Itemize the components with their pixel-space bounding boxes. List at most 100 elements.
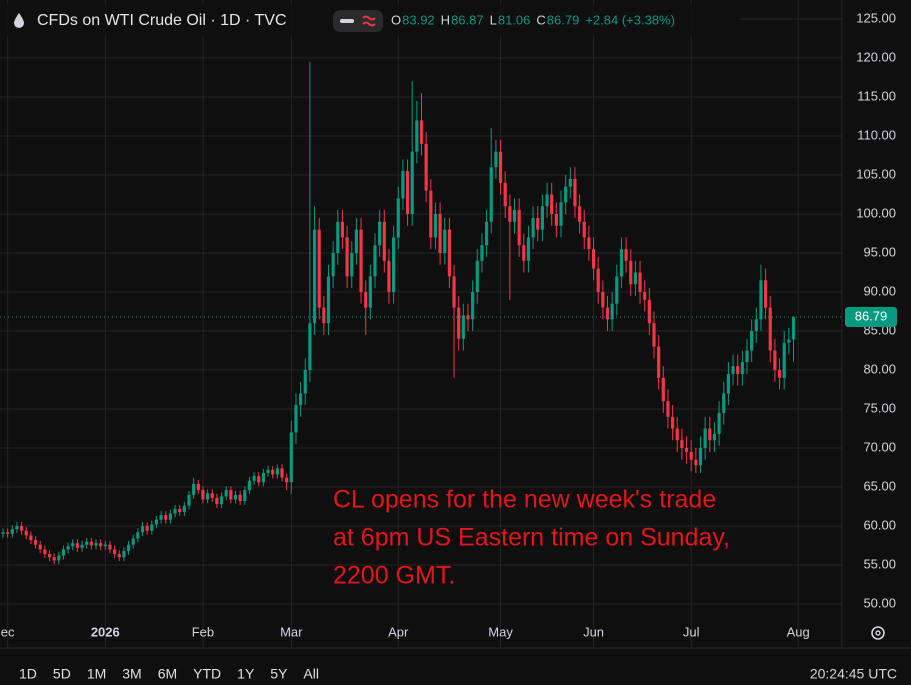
ohlc-letter: O [391, 12, 401, 27]
last-price-label: 86.79 [855, 308, 888, 323]
approx-icon [362, 15, 376, 27]
candle-body [261, 472, 265, 483]
y-tick-label: 115.00 [857, 88, 896, 103]
candle-body [405, 171, 410, 215]
candle-body [378, 221, 382, 246]
candle-body [447, 229, 451, 277]
candle-body [503, 182, 507, 207]
candle-body [168, 513, 172, 520]
candle-body [731, 366, 735, 374]
candle-body [233, 494, 238, 500]
candle-body [80, 544, 84, 548]
candle-body [619, 249, 624, 277]
candle-body [573, 178, 577, 207]
settings-icon[interactable] [871, 626, 885, 640]
range-button[interactable]: All [303, 666, 319, 682]
candle-body [206, 493, 210, 500]
range-button[interactable]: 3M [122, 666, 141, 682]
candle-body [545, 194, 549, 207]
range-button[interactable]: 5D [53, 666, 71, 682]
candle-body [615, 276, 619, 304]
candle-body [192, 483, 196, 495]
y-tick-label: 60.00 [863, 517, 896, 532]
candle-body [480, 245, 484, 261]
range-button[interactable]: 6M [158, 666, 177, 682]
change-value: +2.84 (+3.38%) [585, 12, 675, 27]
candle-body [368, 276, 372, 308]
candle-body [215, 497, 219, 505]
candle-body [182, 505, 186, 512]
candle-body [633, 272, 637, 285]
candle-body [103, 544, 107, 547]
candle-body [582, 221, 586, 238]
candle-body [415, 120, 419, 152]
indicator-toggle[interactable] [333, 10, 383, 32]
x-tick-label: Aug [787, 624, 810, 639]
range-button[interactable]: 1M [87, 666, 106, 682]
candle-body [550, 194, 554, 215]
candle-body [271, 469, 275, 475]
range-button[interactable]: 1Y [237, 666, 255, 682]
candle-body [387, 260, 391, 293]
minus-icon [340, 19, 354, 23]
candle-body [740, 362, 744, 374]
range-button[interactable]: YTD [193, 666, 221, 682]
x-tick-label: May [488, 624, 513, 639]
candle-body [6, 532, 10, 534]
candle-body [336, 221, 340, 254]
candle-body [219, 496, 224, 505]
ohlc-value: 86.87 [451, 12, 484, 27]
candle-body [94, 543, 98, 546]
candle-body [210, 493, 214, 498]
y-tick-label: 50.00 [863, 595, 896, 610]
candle-body [601, 292, 605, 308]
candle-body [61, 549, 66, 556]
candle-body [252, 476, 256, 481]
candle-body [20, 526, 24, 531]
y-tick-label: 65.00 [863, 478, 896, 493]
candle-body [698, 448, 703, 466]
candle-body [661, 377, 665, 402]
x-tick-label: Apr [388, 624, 409, 639]
candle-body [117, 554, 121, 558]
candle-body [303, 370, 307, 394]
candle-body [475, 260, 479, 293]
candle-body [113, 549, 117, 555]
candle-body [99, 543, 103, 547]
candle-body [489, 167, 493, 222]
candle-body [326, 276, 331, 324]
candle-body [443, 229, 447, 254]
candle-body [382, 221, 386, 261]
candle-body [777, 370, 782, 378]
y-tick-label: 120.00 [856, 49, 896, 64]
settings-icon-core [875, 630, 881, 636]
candle-body [554, 214, 558, 226]
candle-body [224, 490, 228, 497]
candle-body [703, 428, 707, 449]
candle-body [657, 346, 661, 378]
candle-body [47, 554, 52, 558]
range-button[interactable]: 5Y [270, 666, 288, 682]
candle-body [531, 217, 535, 238]
candle-body [364, 292, 368, 308]
ohlc-letter: H [441, 12, 450, 27]
candle-body [559, 202, 563, 226]
y-tick-label: 105.00 [856, 166, 896, 181]
candle-body [280, 468, 284, 478]
ohlc-letter: L [490, 12, 497, 27]
candle-body [229, 490, 233, 500]
candle-body [591, 249, 596, 269]
candle-body [15, 526, 19, 530]
range-button[interactable]: 1D [19, 666, 37, 682]
y-tick-label: 80.00 [863, 361, 896, 376]
annotation-line: 2200 GMT. [333, 562, 455, 590]
y-tick-label: 95.00 [863, 244, 896, 259]
candle-body [596, 268, 600, 293]
candle-body [773, 350, 777, 371]
candle-body [43, 549, 47, 555]
y-tick-label: 90.00 [863, 283, 896, 298]
candle-body [782, 342, 786, 378]
candle-body [675, 428, 679, 441]
candle-body [508, 206, 512, 222]
candle-body [247, 480, 252, 491]
